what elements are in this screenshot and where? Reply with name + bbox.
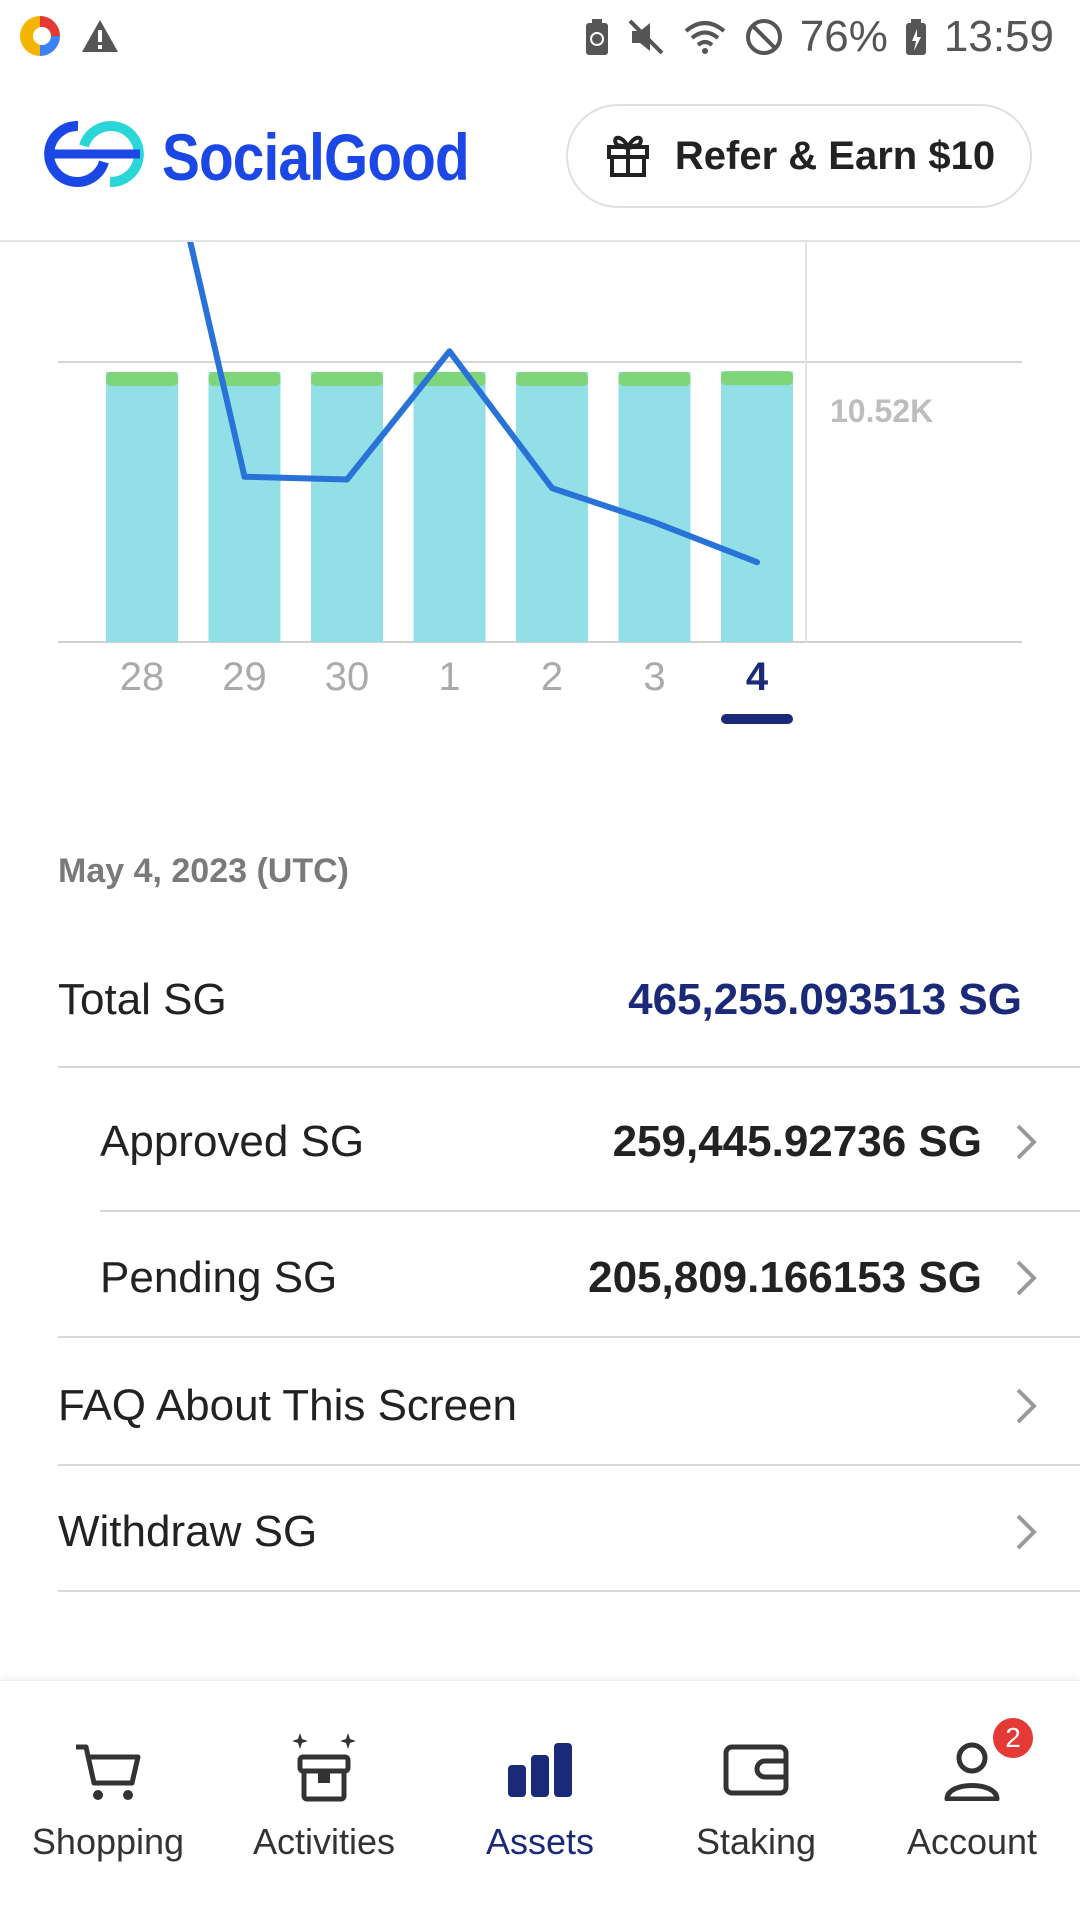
chevron-right-icon [1012, 1512, 1040, 1557]
cart-icon [72, 1741, 144, 1810]
bar [106, 372, 178, 642]
withdraw-label: Withdraw SG [58, 1507, 318, 1556]
bottom-nav: Shopping Activities Assets [0, 1680, 1080, 1920]
gift-box-icon [286, 1729, 362, 1810]
nav-label: Shopping [31, 1821, 185, 1862]
nav-label: Assets [485, 1821, 595, 1862]
divider [100, 1210, 1080, 1212]
warning-icon [80, 18, 120, 54]
selected-date: May 4, 2023 (UTC) [58, 852, 349, 890]
pending-sg-value: 205,809.166153 SG [588, 1253, 982, 1302]
total-sg-value: 465,255.093513 SG [628, 975, 1022, 1024]
total-sg-row: Total SG 465,255.093513 SG [58, 970, 1022, 1030]
pending-sg-label: Pending SG [100, 1253, 338, 1302]
wifi-icon [682, 17, 728, 57]
battery-percent: 76% [799, 12, 888, 61]
bar [618, 372, 691, 642]
x-tick-label: 29 [222, 655, 267, 699]
battery-icon [904, 17, 928, 57]
brand-name: SocialGood [162, 119, 470, 194]
series-line [187, 242, 760, 566]
refer-label: Refer & Earn $10 [674, 133, 996, 178]
chevron-right-icon [1012, 1258, 1040, 1303]
gift-icon [603, 129, 653, 184]
divider [58, 1464, 1080, 1466]
bar [413, 372, 486, 642]
selected-indicator [721, 714, 793, 724]
bar-top-segment [618, 372, 691, 386]
divider [58, 1590, 1080, 1592]
nav-shopping[interactable]: Shopping [0, 1681, 216, 1920]
app-header: SocialGood Refer & Earn $10 [0, 76, 1080, 242]
bar-top-segment [311, 372, 383, 386]
chevron-right-icon [1012, 1386, 1040, 1431]
x-tick-label: 30 [325, 655, 370, 699]
x-tick-label: 2 [541, 655, 563, 699]
status-bar: 76% 13:59 [0, 0, 1080, 76]
battery-saver-icon [584, 17, 610, 57]
clock: 13:59 [943, 12, 1054, 61]
sg-logo-icon [42, 116, 146, 197]
withdraw-row[interactable]: Withdraw SG [58, 1502, 1040, 1562]
nav-account[interactable]: 2 Account [864, 1681, 1080, 1920]
app-notification-icon [18, 14, 62, 58]
nav-staking[interactable]: Staking [648, 1681, 864, 1920]
bar [516, 372, 588, 642]
approved-sg-value: 259,445.92736 SG [612, 1117, 982, 1166]
bar [311, 372, 383, 642]
mute-icon [626, 17, 666, 57]
bar-top-segment [721, 371, 793, 386]
bar [721, 371, 793, 642]
chevron-right-icon [1012, 1122, 1040, 1167]
bar-chart-icon [506, 1741, 574, 1802]
divider [58, 1336, 1080, 1338]
nav-activities[interactable]: Activities [216, 1681, 432, 1920]
person-icon [942, 1741, 1002, 1806]
x-tick-label: 4 [746, 655, 769, 699]
do-not-disturb-icon [744, 17, 784, 57]
brand-logo[interactable]: SocialGood [42, 116, 519, 197]
divider [58, 1066, 1080, 1068]
nav-assets[interactable]: Assets [432, 1681, 648, 1920]
daily-assets-chart: 28 29 30 1 2 3 4 10.52K [0, 242, 1080, 742]
nav-label: Account [906, 1821, 1038, 1862]
nav-label: Activities [252, 1821, 396, 1862]
pending-sg-row[interactable]: Pending SG 205,809.166153 SG [100, 1248, 1040, 1308]
approved-sg-row[interactable]: Approved SG 259,445.92736 SG [100, 1112, 1040, 1172]
bar-top-segment [516, 372, 588, 386]
wallet-icon [723, 1741, 789, 1802]
refer-and-earn-button[interactable]: Refer & Earn $10 [566, 104, 1032, 208]
notification-badge: 2 [990, 1715, 1036, 1761]
nav-label: Staking [695, 1821, 817, 1862]
total-sg-label: Total SG [58, 975, 227, 1024]
chart-svg: 28 29 30 1 2 3 4 10.52K [58, 242, 1022, 724]
bar-top-segment [208, 372, 281, 386]
faq-label: FAQ About This Screen [58, 1381, 517, 1430]
x-tick-label: 28 [120, 655, 165, 699]
approved-sg-label: Approved SG [100, 1117, 365, 1166]
faq-row[interactable]: FAQ About This Screen [58, 1376, 1040, 1436]
y-tick-label: 10.52K [830, 393, 933, 429]
bar-top-segment [106, 372, 178, 386]
x-tick-label: 3 [643, 655, 665, 699]
bar [208, 372, 281, 642]
x-tick-label: 1 [438, 655, 460, 699]
